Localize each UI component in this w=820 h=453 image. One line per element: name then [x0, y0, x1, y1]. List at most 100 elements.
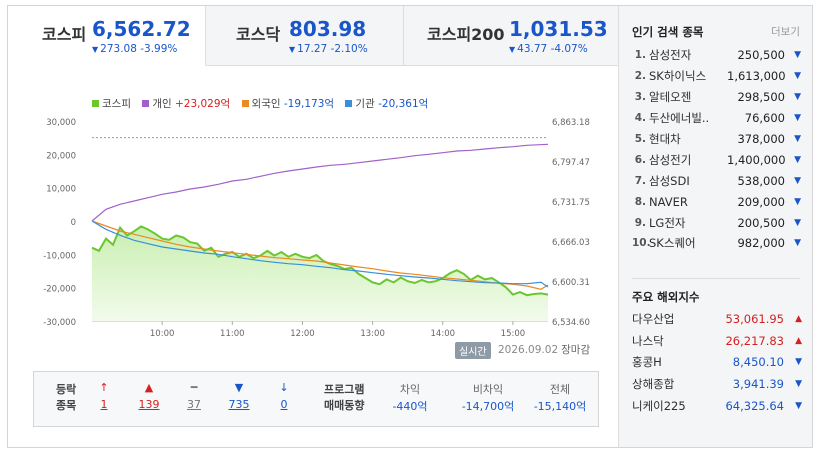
index-name[interactable]: 상해종합: [632, 377, 675, 392]
stock-price: 200,500: [737, 215, 785, 230]
index-name[interactable]: 다우산업: [632, 311, 675, 326]
breadth-value[interactable]: 37: [187, 398, 201, 411]
tab-kospi[interactable]: 코스피 6,562.72 ▼ 273.08 -3.99%: [8, 6, 206, 66]
index-value: 53,061.95: [725, 311, 784, 326]
stock-name[interactable]: 삼성SDI: [649, 173, 690, 188]
more-link[interactable]: 더보기: [771, 26, 800, 38]
legend-swatch-icon: [345, 100, 353, 107]
stock-name[interactable]: 두산에너빌..: [649, 111, 710, 126]
legend-institution[interactable]: 기관 -20,361억: [345, 96, 428, 111]
series-line-kospi: [91, 225, 549, 297]
tab-kosdaq[interactable]: 코스닥 803.98 ▼ 17.27 -2.10%: [206, 6, 404, 66]
down-arrow-icon: ▼: [794, 71, 801, 82]
down-arrow-icon: ▼: [795, 401, 802, 412]
stock-name[interactable]: NAVER: [649, 194, 688, 209]
series-line-institution: [91, 220, 549, 288]
stock-name[interactable]: SK스퀘어: [649, 236, 696, 251]
tab-value: 6,562.72: [92, 17, 191, 41]
rank: 7.: [634, 174, 646, 187]
y-left-tick-label: 10,000: [46, 185, 76, 195]
market-status: 장마감: [561, 344, 591, 356]
divider: [632, 278, 800, 279]
rank: 10.: [632, 237, 651, 250]
list-item[interactable]: 상해종합 3,941.39 ▼: [632, 373, 802, 395]
legend-kospi[interactable]: 코스피: [92, 96, 131, 111]
program-non-arbitrage: 비차익 -14,700억: [456, 382, 520, 415]
tab-kospi200[interactable]: 코스피200 1,031.53 ▼ 43.77 -4.07%: [404, 6, 618, 66]
list-item[interactable]: 7. 삼성SDI 538,000 ▼: [632, 170, 802, 191]
list-item[interactable]: 5. 현대차 378,000 ▼: [632, 129, 802, 150]
breadth-upper-limit[interactable]: ↑ 1: [90, 380, 118, 413]
legend-individual[interactable]: 개인 +23,029억: [142, 96, 230, 111]
list-item[interactable]: 니케이225 64,325.64 ▼: [632, 395, 802, 417]
stock-name[interactable]: 현대차: [649, 132, 681, 146]
stock-name[interactable]: 알테오젠: [649, 90, 692, 105]
down-arrow-icon: ▼: [795, 379, 802, 390]
list-item[interactable]: 10. SK스퀘어 982,000 ▼: [632, 233, 802, 254]
y-right-tick-label: 6,666.03: [552, 238, 590, 248]
legend-swatch-icon: [92, 100, 99, 107]
legend-foreign[interactable]: 외국인 -19,173억: [241, 96, 334, 111]
x-tick-label: 12:00: [290, 329, 315, 339]
breadth-down[interactable]: ▼ 735: [225, 380, 253, 413]
popular-list: 1. 삼성전자 250,500 ▼ 2. SK하이닉스 1,613,000 ▼ 3. 알테오젠 29…: [632, 45, 802, 254]
tab-value: 1,031.53: [509, 17, 608, 41]
breadth-value[interactable]: 0: [280, 398, 288, 411]
legend-label: 기관: [355, 98, 375, 110]
down-arrow-icon: ▼: [794, 175, 801, 186]
y-left-tick-label: -30,000: [43, 318, 76, 328]
rank: 1.: [634, 49, 646, 62]
legend-swatch-icon: [241, 100, 249, 107]
index-name[interactable]: 나스닥: [632, 333, 664, 348]
stock-price: 982,000: [737, 236, 785, 251]
breadth-value[interactable]: 1: [100, 398, 108, 411]
x-tick-label: 14:00: [431, 329, 456, 339]
list-item[interactable]: 6. 삼성전기 1,400,000 ▼: [632, 149, 802, 170]
down-arrow-icon: ▼: [794, 196, 801, 207]
market-widget: 코스피 6,562.72 ▼ 273.08 -3.99% 코스닥 803.98 ▼…: [7, 5, 813, 448]
breadth-up[interactable]: ▲ 139: [135, 380, 163, 413]
down-arrow-icon: ▼: [794, 113, 801, 124]
list-item[interactable]: 다우산업 53,061.95 ▲: [632, 308, 802, 330]
program-label: 전체: [549, 383, 571, 396]
breadth-flat[interactable]: ━ 37: [180, 380, 208, 413]
tab-value: 803.98: [289, 17, 367, 41]
stock-price: 250,500: [737, 48, 785, 63]
program-label: 차익: [399, 383, 421, 396]
up-arrow-icon: ▲: [795, 335, 802, 346]
x-tick-label: 10:00: [150, 329, 175, 339]
stock-name[interactable]: LG전자: [649, 215, 686, 230]
program-value: -15,140억: [533, 400, 587, 413]
legend-label: 코스피: [102, 98, 131, 110]
side-panel: 인기 검색 종목 더보기 1. 삼성전자 250,500 ▼ 2. SK하이닉스 1,613…: [618, 6, 812, 447]
stock-price: 1,613,000: [727, 69, 786, 84]
breadth-value[interactable]: 735: [228, 398, 250, 411]
down-arrow-icon: ▼: [794, 134, 801, 144]
list-item[interactable]: 9. LG전자 200,500 ▼: [632, 212, 802, 233]
tab-change-value: 17.27: [297, 43, 328, 55]
down-arrow-icon: ▼: [795, 357, 802, 368]
index-name[interactable]: 홍콩H: [632, 355, 662, 370]
y-right-tick-label: 6,797.47: [552, 158, 590, 168]
global-title: 주요 해외지수: [632, 290, 700, 304]
breadth-value[interactable]: 139: [138, 398, 160, 411]
program-header-line2: 매매동향: [324, 399, 365, 412]
list-item[interactable]: 1. 삼성전자 250,500 ▼: [632, 45, 802, 66]
rank: 5.: [634, 133, 646, 145]
breadth-lower-limit[interactable]: ↓ 0: [270, 380, 298, 413]
y-left-tick-label: 0: [71, 218, 76, 228]
up-arrow-icon: ▲: [795, 313, 802, 324]
stock-name[interactable]: 삼성전기: [649, 152, 692, 167]
list-item[interactable]: 홍콩H 8,450.10 ▼: [632, 352, 802, 374]
list-item[interactable]: 나스닥 26,217.83 ▲: [632, 330, 802, 352]
index-name[interactable]: 니케이225: [632, 399, 686, 414]
list-item[interactable]: 2. SK하이닉스 1,613,000 ▼: [632, 66, 802, 87]
stock-name[interactable]: SK하이닉스: [649, 69, 707, 84]
list-item[interactable]: 8. NAVER 209,000 ▼: [632, 191, 802, 212]
y-left-tick-label: 20,000: [46, 151, 76, 161]
list-item[interactable]: 3. 알테오젠 298,500 ▼: [632, 87, 802, 108]
list-item[interactable]: 4. 두산에너빌.. 76,600 ▼: [632, 108, 802, 129]
stock-name[interactable]: 삼성전자: [649, 48, 692, 63]
legend-value: +23,029억: [175, 98, 231, 110]
realtime-badge[interactable]: 실시간: [455, 342, 491, 359]
